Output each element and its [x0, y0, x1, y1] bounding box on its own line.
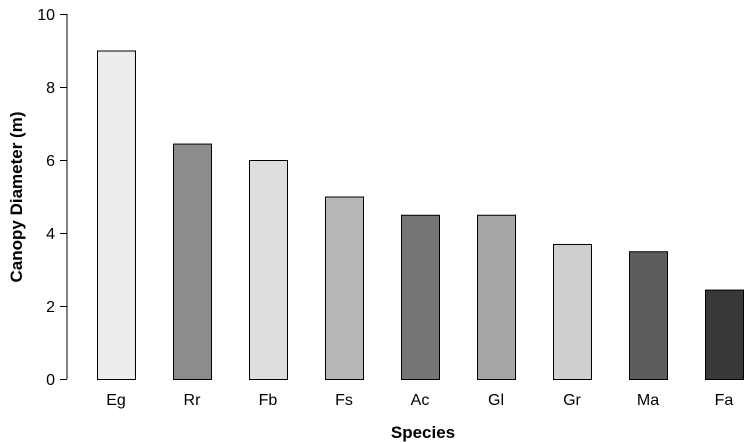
- bars: [97, 50, 744, 381]
- x-tick-label-rr: Rr: [184, 392, 202, 409]
- x-tick-label-gr: Gr: [563, 392, 581, 409]
- x-tick-label-fb: Fb: [259, 392, 278, 409]
- bar-gr: [553, 243, 592, 380]
- x-axis-title: Species: [391, 423, 455, 442]
- y-tick-label-4: 4: [46, 226, 55, 243]
- y-tick-label-6: 6: [46, 153, 55, 170]
- x-tick-label-gl: Gl: [488, 392, 504, 409]
- bar-gl: [477, 214, 516, 380]
- x-tick-label-eg: Eg: [106, 392, 126, 409]
- bar-ac: [401, 214, 440, 380]
- y-axis: 0 2 4 6 8 10: [37, 7, 68, 389]
- y-axis-title: Canopy Diameter (m): [7, 112, 26, 283]
- x-tick-label-fa: Fa: [715, 392, 734, 409]
- y-tick-label-10: 10: [37, 7, 55, 24]
- bar-eg: [97, 50, 136, 380]
- x-tick-label-ac: Ac: [411, 392, 430, 409]
- bar-fa: [705, 289, 744, 381]
- x-axis-tick-labels: Eg Rr Fb Fs Ac Gl Gr Ma Fa: [106, 392, 733, 409]
- bar-fs: [325, 196, 364, 380]
- bar-ma: [629, 251, 668, 380]
- bar-rr: [173, 143, 212, 380]
- x-tick-label-ma: Ma: [637, 392, 659, 409]
- y-tick-label-0: 0: [46, 372, 55, 389]
- y-tick-label-8: 8: [46, 80, 55, 97]
- x-tick-label-fs: Fs: [335, 392, 353, 409]
- y-tick-label-2: 2: [46, 299, 55, 316]
- bar-fb: [249, 160, 288, 380]
